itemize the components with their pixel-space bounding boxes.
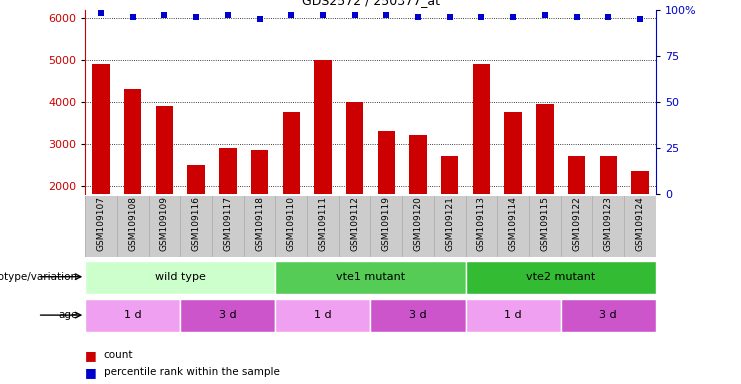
Text: 1 d: 1 d <box>124 310 142 320</box>
Bar <box>276 261 465 294</box>
Bar <box>346 102 363 269</box>
Bar <box>187 165 205 269</box>
Title: GDS2572 / 250377_at: GDS2572 / 250377_at <box>302 0 439 7</box>
Point <box>190 14 202 20</box>
Text: 1 d: 1 d <box>314 310 332 320</box>
Point <box>634 16 646 22</box>
Text: count: count <box>104 350 133 360</box>
Bar <box>219 148 236 269</box>
Text: ■: ■ <box>85 366 97 379</box>
Text: wild type: wild type <box>155 272 206 282</box>
Bar <box>599 156 617 269</box>
Point <box>476 14 488 20</box>
Bar <box>85 300 180 332</box>
Bar <box>568 156 585 269</box>
Text: percentile rank within the sample: percentile rank within the sample <box>104 367 279 377</box>
Text: age: age <box>59 310 78 320</box>
Bar <box>180 300 276 332</box>
Bar <box>93 64 110 269</box>
Point <box>380 12 392 18</box>
Point <box>222 12 233 18</box>
Point <box>412 14 424 20</box>
Bar <box>251 150 268 269</box>
Bar <box>561 300 656 332</box>
Bar <box>409 135 427 269</box>
Text: 1 d: 1 d <box>505 310 522 320</box>
Bar <box>473 64 490 269</box>
Text: 3 d: 3 d <box>219 310 236 320</box>
Bar <box>505 112 522 269</box>
Text: 3 d: 3 d <box>409 310 427 320</box>
Point <box>602 14 614 20</box>
Point <box>159 12 170 18</box>
Bar <box>441 156 459 269</box>
Bar <box>282 112 300 269</box>
Point <box>127 14 139 20</box>
Point <box>349 12 361 18</box>
Point <box>317 12 329 18</box>
Point <box>253 16 265 22</box>
Bar <box>85 261 276 294</box>
Bar <box>378 131 395 269</box>
Point <box>285 12 297 18</box>
Point <box>444 14 456 20</box>
Text: vte2 mutant: vte2 mutant <box>526 272 595 282</box>
Bar <box>276 300 370 332</box>
Bar <box>465 300 561 332</box>
Bar <box>314 60 332 269</box>
Point <box>571 14 582 20</box>
Point <box>539 12 551 18</box>
Bar <box>370 300 465 332</box>
Bar <box>465 261 656 294</box>
Text: 3 d: 3 d <box>599 310 617 320</box>
Bar <box>536 104 554 269</box>
Bar <box>156 106 173 269</box>
Point <box>95 10 107 17</box>
Bar <box>631 171 648 269</box>
Text: ■: ■ <box>85 349 97 362</box>
Point <box>507 14 519 20</box>
Text: genotype/variation: genotype/variation <box>0 272 78 282</box>
Text: vte1 mutant: vte1 mutant <box>336 272 405 282</box>
Bar <box>124 89 142 269</box>
